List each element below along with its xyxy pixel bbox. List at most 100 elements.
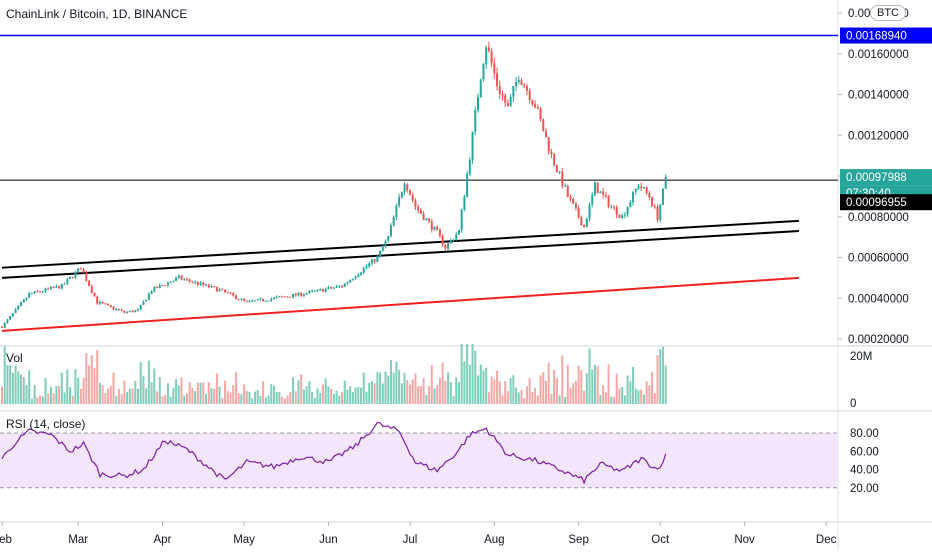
candle-body [101, 302, 104, 304]
volume-bar [196, 382, 199, 404]
volume-bar [645, 381, 648, 404]
candle-body [406, 184, 409, 191]
candle-body [588, 204, 591, 220]
candle-body [172, 280, 175, 282]
trendline-upper-black [1, 219, 800, 269]
volume-bar [417, 386, 420, 404]
volume-bar [224, 380, 227, 404]
volume-bar [98, 382, 101, 404]
candle-body [131, 310, 134, 313]
candle-body [88, 280, 91, 287]
volume-bar [615, 373, 618, 404]
volume-bar [267, 395, 270, 404]
volume-bar [661, 346, 664, 404]
volume-bar [104, 392, 107, 404]
candle-body [351, 278, 354, 280]
volume-bar [232, 385, 235, 404]
volume-bar [343, 380, 346, 404]
candle-body [580, 217, 583, 226]
candle-body [39, 291, 42, 293]
candle-body [104, 303, 107, 305]
candle-body [47, 288, 50, 290]
candle-body [180, 275, 183, 280]
volume-bar [400, 383, 403, 404]
volume-bar [58, 386, 61, 404]
volume-bar [20, 374, 23, 404]
price-tick-label: 0.00160000 [848, 49, 909, 61]
candle-body [253, 300, 256, 302]
volume-bar [621, 386, 624, 404]
candle-body [341, 286, 343, 288]
volume-bar [259, 395, 262, 404]
volume-bar [368, 382, 371, 404]
candle-body [398, 197, 401, 206]
candle-body [319, 289, 322, 291]
volume-bar [572, 383, 575, 404]
time-tick-label: Jun [319, 534, 338, 546]
candle-body [234, 295, 237, 300]
candle-body [343, 283, 346, 287]
volume-bar [632, 366, 635, 404]
volume-bar [153, 368, 156, 404]
volume-bar [523, 397, 526, 404]
volume-bar [237, 393, 240, 404]
candle-body [468, 159, 471, 175]
volume-pane-label: Vol [6, 351, 23, 365]
candle-body [455, 234, 458, 240]
volume-bar [245, 391, 248, 404]
volume-bar [354, 387, 357, 404]
volume-bar [115, 396, 118, 404]
volume-bar [468, 364, 471, 404]
candle-body [596, 182, 599, 194]
volume-bar [428, 386, 431, 404]
volume-bar [117, 388, 120, 404]
volume-bar [22, 377, 25, 404]
volume-bar [305, 386, 308, 404]
candle-body [449, 240, 452, 244]
time-tick-label: Jul [403, 534, 418, 546]
volume-bar [33, 385, 36, 404]
candle-body [400, 192, 403, 198]
candle-body [123, 310, 126, 313]
candle-body [365, 266, 368, 268]
candle-body [286, 296, 289, 298]
volume-bar [164, 394, 167, 404]
candle-body [487, 47, 490, 52]
candle-body [564, 185, 567, 187]
volume-bar [172, 387, 175, 404]
volume-bar [444, 380, 447, 404]
candle-body [289, 296, 292, 298]
candle-body [419, 210, 422, 214]
candle-body [147, 293, 150, 300]
volume-bar [349, 386, 352, 404]
volume-bar [283, 398, 286, 404]
candle-body [96, 296, 99, 304]
volume-bar [60, 372, 63, 404]
volume-bar [137, 388, 139, 404]
volume-bar [419, 386, 422, 404]
volume-bar [626, 375, 629, 404]
candle-body [153, 286, 156, 292]
candle-body [411, 194, 414, 201]
volume-bar [55, 385, 58, 404]
volume-bar [498, 381, 501, 404]
time-tick-label: Feb [0, 534, 12, 546]
volume-bar [360, 387, 363, 404]
candle-body [373, 259, 376, 262]
volume-bar [71, 395, 74, 404]
candle-body [267, 300, 270, 302]
candle-body [515, 82, 518, 86]
candle-body [191, 281, 194, 283]
price-tick-label: 0.00080000 [848, 212, 909, 224]
volume-bar [411, 379, 414, 404]
candle-body [463, 196, 466, 210]
candle-body [126, 311, 129, 313]
candle-body [275, 296, 278, 298]
candle-body [349, 279, 352, 283]
volume-bar [281, 396, 284, 404]
volume-bar [656, 355, 659, 404]
currency-badge[interactable]: BTC [870, 5, 906, 21]
candle-body [311, 290, 314, 292]
